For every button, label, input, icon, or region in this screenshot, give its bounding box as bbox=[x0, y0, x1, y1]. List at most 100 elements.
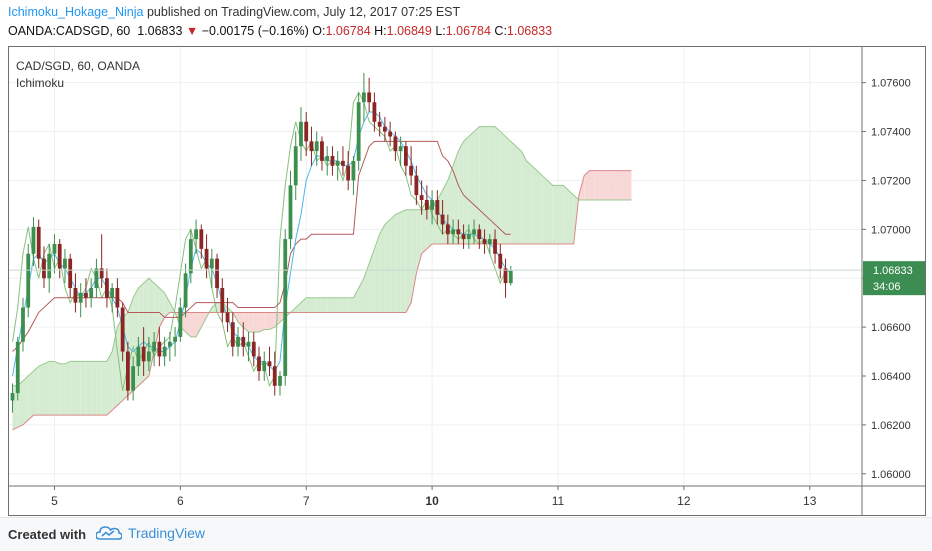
cloud-segment bbox=[342, 297, 349, 313]
tradingview-brand[interactable]: TradingView bbox=[96, 525, 205, 541]
cloud-segment bbox=[521, 151, 527, 244]
candle-body-bearish bbox=[435, 200, 440, 215]
cloud-segment bbox=[201, 312, 207, 328]
cloud-segment bbox=[164, 292, 170, 318]
candle-body-bullish bbox=[293, 146, 298, 186]
candle-body-bullish bbox=[21, 307, 25, 342]
candle-body-bearish bbox=[115, 288, 120, 308]
candle-body-bearish bbox=[424, 200, 429, 210]
candle-body-bearish bbox=[241, 336, 246, 347]
cloud-segment bbox=[589, 170, 595, 200]
author-link[interactable]: Ichimoku_Hokage_Ninja bbox=[8, 5, 144, 19]
cloud-segment bbox=[264, 312, 270, 330]
candle-body-bearish bbox=[42, 258, 46, 279]
cloud-segment bbox=[59, 363, 65, 416]
time-tick-label: 12 bbox=[677, 494, 691, 508]
cloud-segment bbox=[426, 204, 433, 249]
time-tick-label: 6 bbox=[177, 494, 184, 508]
cloud-segment bbox=[269, 312, 275, 330]
price-tick-label: 1.07400 bbox=[871, 127, 911, 139]
price-change: −0.00175 (−0.16%) bbox=[201, 24, 309, 38]
cloud-segment bbox=[358, 278, 364, 313]
candle-body-bullish bbox=[335, 160, 340, 166]
candle-body-bullish bbox=[31, 226, 36, 254]
candle-body-bearish bbox=[99, 268, 104, 279]
cloud-segment bbox=[474, 126, 480, 244]
candle-body-bullish bbox=[508, 270, 513, 284]
footer-bar: Created with TradingView bbox=[0, 517, 932, 551]
candle-body-bullish bbox=[136, 346, 141, 367]
candle-body-bearish bbox=[382, 126, 387, 132]
price-badge-bg bbox=[863, 261, 925, 296]
cloud-segment bbox=[405, 209, 412, 313]
candle-body-bearish bbox=[120, 307, 125, 352]
candle-body-bearish bbox=[440, 214, 445, 225]
cloud-segment bbox=[49, 361, 55, 416]
candle-body-bearish bbox=[267, 361, 272, 367]
cloud-segment bbox=[369, 248, 375, 313]
candle-body-bullish bbox=[26, 253, 31, 308]
cloud-segment bbox=[154, 283, 160, 352]
cloud-segment bbox=[295, 302, 301, 313]
cloud-segment bbox=[80, 361, 86, 416]
cloud-segment bbox=[557, 185, 564, 244]
price-tick-label: 1.06600 bbox=[871, 322, 911, 334]
candle-body-bullish bbox=[278, 376, 282, 386]
candle-body-bullish bbox=[351, 160, 356, 181]
open-label: O: bbox=[312, 24, 326, 38]
time-tick-label: 10 bbox=[425, 494, 439, 508]
cloud-segment bbox=[196, 312, 202, 337]
candle-body-bullish bbox=[430, 200, 434, 210]
candle-body-bearish bbox=[367, 92, 372, 103]
price-tick-label: 1.07600 bbox=[871, 78, 911, 90]
cloud-segment bbox=[327, 297, 333, 313]
candle-body-bullish bbox=[110, 288, 115, 298]
candle-body-bearish bbox=[388, 131, 393, 137]
plot-area bbox=[8, 72, 862, 431]
candle-body-bearish bbox=[445, 224, 450, 235]
ichimoku-chart[interactable]: 1.076001.074001.072001.070001.068001.066… bbox=[8, 46, 926, 516]
candle-body-bullish bbox=[472, 229, 476, 235]
publish-header: Ichimoku_Hokage_Ninja published on Tradi… bbox=[8, 5, 460, 19]
candle-body-bearish bbox=[157, 341, 162, 357]
candle-body-bullish bbox=[15, 341, 20, 394]
candle-body-bullish bbox=[89, 288, 94, 298]
candle-body-bearish bbox=[341, 160, 345, 166]
chart-frame bbox=[8, 46, 926, 516]
candle-body-bearish bbox=[482, 239, 487, 244]
price-tick-label: 1.06400 bbox=[871, 371, 911, 383]
candle-body-bearish bbox=[215, 258, 219, 288]
cloud-segment bbox=[348, 297, 354, 313]
candle-body-bearish bbox=[461, 234, 466, 240]
cloud-segment bbox=[626, 170, 632, 200]
candle-body-bearish bbox=[493, 239, 497, 254]
open-value: 1.06784 bbox=[325, 24, 371, 38]
cloud-segment bbox=[468, 131, 475, 244]
cloud-segment bbox=[337, 297, 343, 313]
candle-body-bearish bbox=[456, 229, 461, 235]
cloud-segment bbox=[484, 126, 490, 244]
cloud-segment bbox=[96, 361, 102, 416]
kijun-sen-line bbox=[12, 140, 511, 352]
cloud-segment bbox=[531, 165, 537, 244]
quote-line: OANDA:CADSGD, 60 1.06833 ▼ −0.00175 (−0.… bbox=[8, 24, 552, 38]
down-arrow-icon: ▼ bbox=[185, 24, 199, 38]
cloud-segment bbox=[91, 361, 97, 416]
candle-body-bullish bbox=[362, 92, 366, 103]
candle-body-bullish bbox=[183, 273, 188, 308]
cloud-segment bbox=[70, 361, 76, 416]
candle-body-bullish bbox=[262, 361, 267, 372]
candle-body-bearish bbox=[125, 351, 130, 391]
cloud-segment bbox=[248, 312, 254, 332]
cloud-segment bbox=[510, 141, 517, 244]
cloud-segment bbox=[384, 219, 391, 313]
cloud-segment bbox=[599, 170, 606, 200]
price-tick-label: 1.06000 bbox=[871, 469, 911, 481]
cloud-segment bbox=[463, 136, 469, 244]
cloud-segment bbox=[526, 160, 532, 244]
candle-body-bullish bbox=[194, 229, 198, 240]
candle-body-bearish bbox=[330, 156, 335, 166]
price-tick-label: 1.07200 bbox=[871, 175, 911, 187]
cloud-segment bbox=[253, 312, 260, 332]
cloud-segment bbox=[552, 185, 558, 244]
